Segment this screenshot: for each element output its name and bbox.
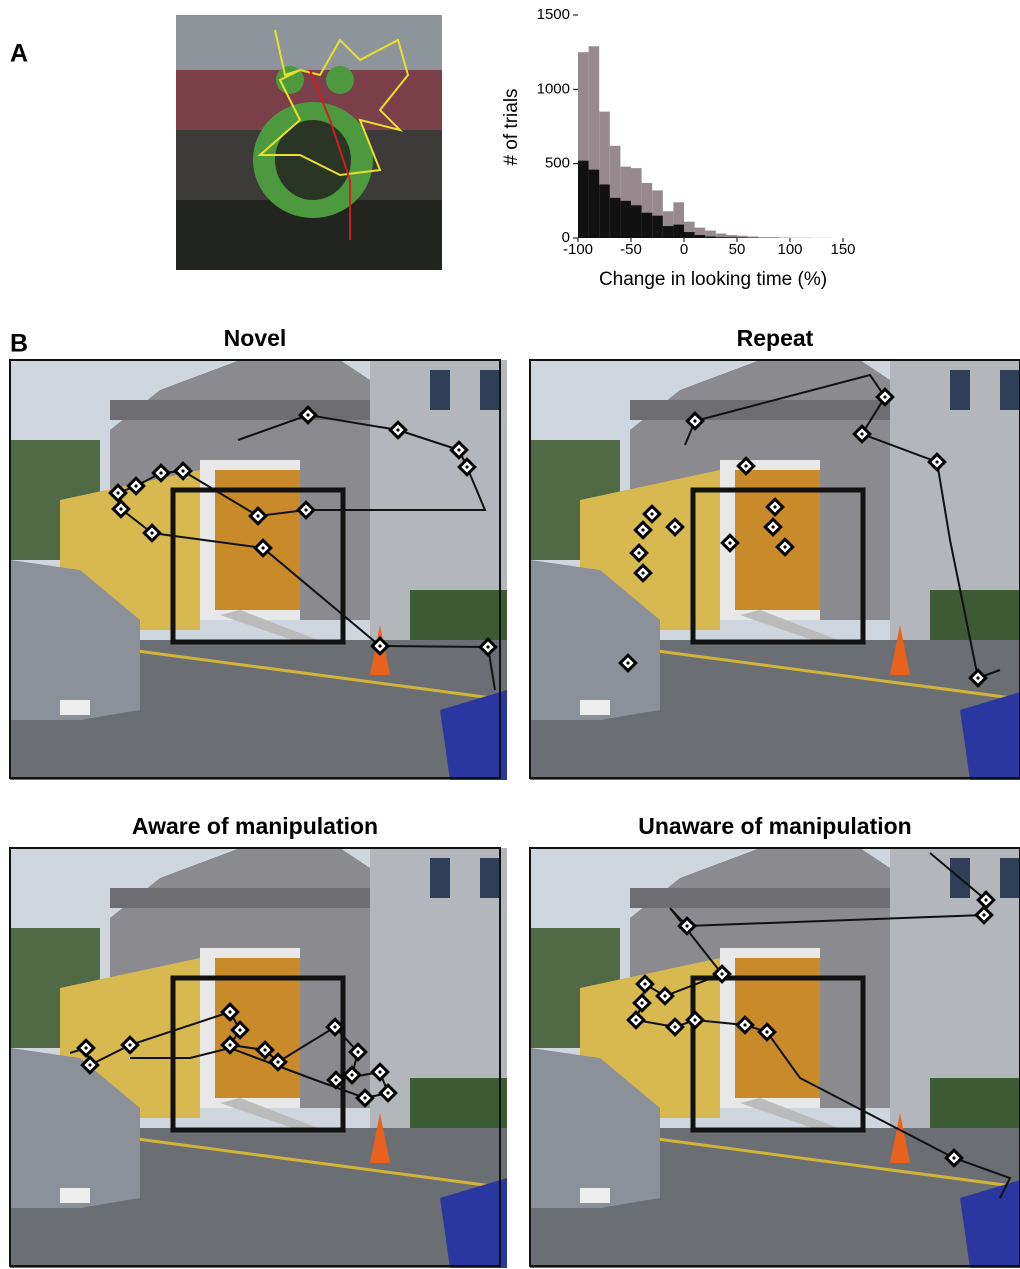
scene-image <box>10 360 507 780</box>
panel-title: Unaware of manipulation <box>638 813 911 839</box>
x-tick-label: -100 <box>563 241 593 258</box>
figure: A B Novel Repeat Aware of manipulation Unaw… <box>0 0 1020 1269</box>
bar <box>726 237 737 238</box>
y-axis-label: # of trials <box>501 88 522 165</box>
bar <box>620 201 631 238</box>
panel-title: Novel <box>224 325 287 351</box>
scene-image <box>530 848 1020 1268</box>
y-tick-label: 1000 <box>537 80 570 97</box>
y-tick-label: 1500 <box>537 6 570 23</box>
bar <box>578 161 589 238</box>
scene-panel: Aware of manipulation <box>10 813 507 1268</box>
x-tick-label: 0 <box>680 241 688 258</box>
bar <box>642 213 653 238</box>
frog-image <box>176 15 442 270</box>
panel-label: B <box>10 330 28 358</box>
x-tick-label: -50 <box>620 241 642 258</box>
scene-panel: Unaware of manipulation <box>530 813 1020 1268</box>
bar <box>716 237 727 238</box>
bar <box>631 205 642 238</box>
bar <box>673 225 684 238</box>
x-tick-label: 100 <box>777 241 802 258</box>
bar <box>652 216 663 238</box>
scene-panel: Novel <box>10 325 507 780</box>
x-tick-label: 150 <box>830 241 855 258</box>
bar <box>599 184 610 238</box>
panel-label: A <box>10 40 28 68</box>
bar <box>695 235 706 238</box>
bar <box>610 198 621 238</box>
scene-panel: Repeat <box>530 325 1020 780</box>
panel-title: Aware of manipulation <box>132 813 378 839</box>
scene-image <box>530 360 1020 780</box>
bar <box>684 232 695 238</box>
y-tick-label: 500 <box>545 155 570 172</box>
x-axis-label: Change in looking time (%) <box>599 269 827 290</box>
bar <box>705 237 716 238</box>
bar <box>663 226 674 238</box>
bar <box>589 170 600 238</box>
panel-title: Repeat <box>737 325 814 351</box>
x-tick-label: 50 <box>729 241 746 258</box>
